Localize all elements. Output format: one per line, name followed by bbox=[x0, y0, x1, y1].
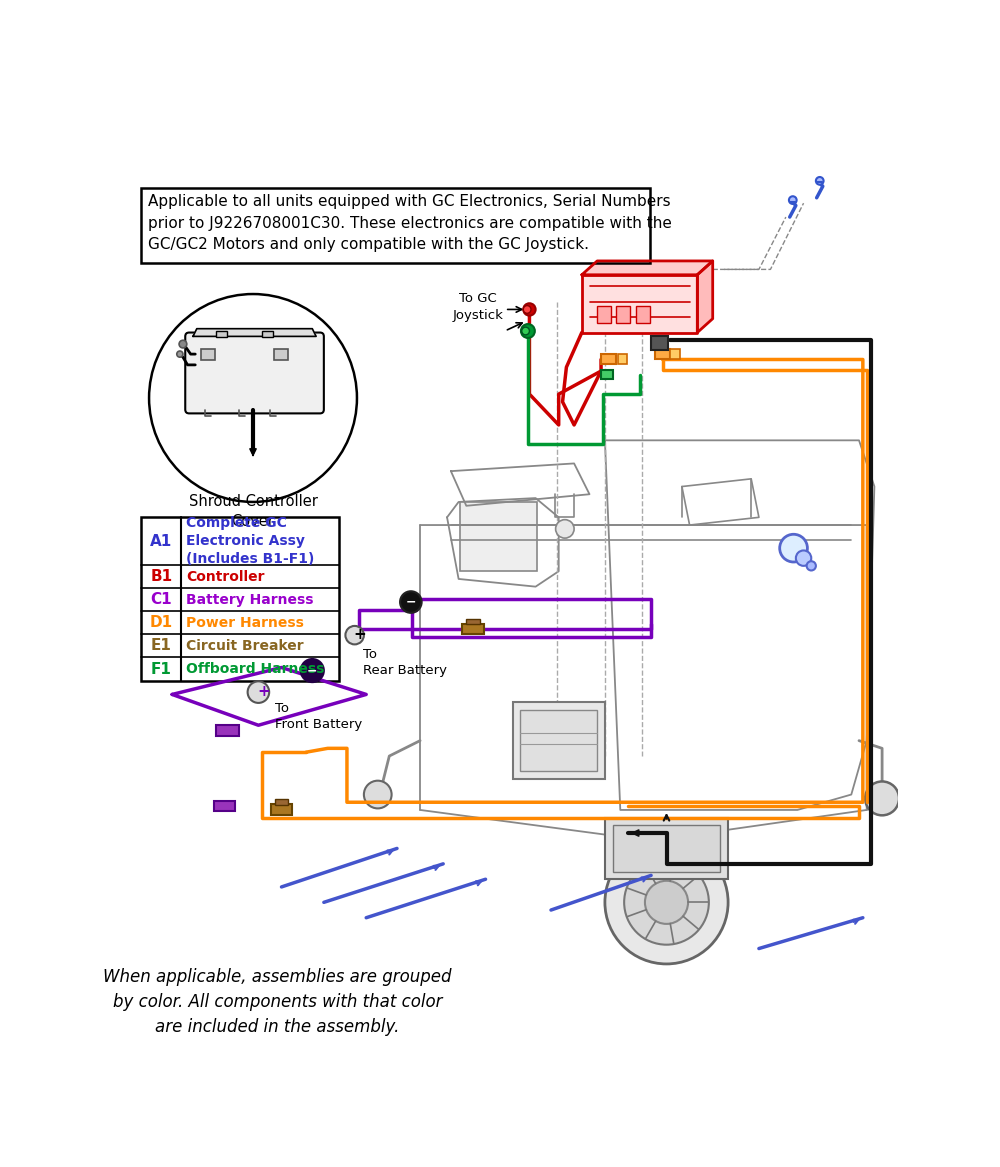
Text: Power Harness: Power Harness bbox=[186, 616, 304, 630]
Polygon shape bbox=[582, 274, 697, 333]
Circle shape bbox=[301, 659, 324, 683]
Text: +: + bbox=[354, 627, 366, 642]
Circle shape bbox=[345, 626, 364, 644]
Circle shape bbox=[624, 860, 709, 945]
Circle shape bbox=[522, 327, 529, 335]
Polygon shape bbox=[193, 329, 316, 336]
Polygon shape bbox=[582, 261, 713, 274]
Bar bbox=[512, 703, 605, 780]
Bar bbox=[613, 825, 720, 872]
Circle shape bbox=[789, 196, 797, 204]
Text: Shroud Controller
Cover: Shroud Controller Cover bbox=[189, 495, 317, 529]
Bar bbox=[141, 188, 650, 264]
Bar bbox=[275, 799, 288, 805]
Circle shape bbox=[248, 682, 269, 703]
Bar bbox=[616, 306, 630, 322]
Circle shape bbox=[149, 294, 357, 502]
Bar bbox=[601, 370, 613, 379]
Circle shape bbox=[605, 840, 728, 964]
Bar bbox=[597, 306, 611, 322]
Bar bbox=[201, 349, 215, 361]
Bar bbox=[670, 349, 680, 359]
Bar bbox=[605, 818, 728, 879]
Text: +: + bbox=[257, 684, 270, 699]
Text: Controller: Controller bbox=[186, 569, 265, 584]
Bar bbox=[216, 331, 227, 337]
Bar bbox=[618, 354, 627, 364]
Bar bbox=[520, 710, 597, 771]
Text: F1: F1 bbox=[151, 662, 172, 677]
Text: −: − bbox=[307, 664, 318, 677]
Text: Battery Harness: Battery Harness bbox=[186, 593, 314, 607]
FancyBboxPatch shape bbox=[185, 333, 324, 413]
Bar bbox=[262, 331, 273, 337]
Text: When applicable, assemblies are grouped
by color. All components with that color: When applicable, assemblies are grouped … bbox=[103, 967, 452, 1036]
Circle shape bbox=[865, 782, 899, 816]
Circle shape bbox=[796, 551, 811, 566]
Circle shape bbox=[400, 592, 422, 613]
Bar bbox=[274, 349, 288, 361]
Text: A1: A1 bbox=[150, 533, 173, 548]
Circle shape bbox=[523, 306, 531, 313]
Bar bbox=[601, 354, 616, 364]
Bar bbox=[655, 349, 670, 359]
Text: Applicable to all units equipped with GC Electronics, Serial Numbers
prior to J9: Applicable to all units equipped with GC… bbox=[148, 194, 671, 252]
Bar bbox=[460, 502, 537, 571]
Circle shape bbox=[364, 781, 392, 809]
Text: C1: C1 bbox=[151, 592, 172, 607]
Text: To
Front Battery: To Front Battery bbox=[275, 703, 363, 732]
Text: B1: B1 bbox=[150, 569, 172, 585]
Bar bbox=[462, 623, 484, 635]
Circle shape bbox=[556, 519, 574, 538]
Bar bbox=[651, 336, 668, 350]
Text: To GC
Joystick: To GC Joystick bbox=[452, 293, 503, 321]
Text: Complete GC
Electronic Assy
(Includes B1-F1): Complete GC Electronic Assy (Includes B1… bbox=[186, 516, 314, 566]
Bar bbox=[636, 306, 650, 322]
Text: E1: E1 bbox=[151, 638, 172, 654]
Circle shape bbox=[521, 324, 535, 338]
Bar bbox=[141, 517, 339, 680]
Bar bbox=[466, 619, 480, 624]
Polygon shape bbox=[697, 261, 713, 333]
Circle shape bbox=[780, 534, 807, 562]
Bar bbox=[216, 725, 239, 736]
Circle shape bbox=[807, 561, 816, 571]
Circle shape bbox=[523, 303, 536, 315]
Text: −: − bbox=[406, 595, 416, 608]
Text: To
Rear Battery: To Rear Battery bbox=[363, 648, 447, 677]
Circle shape bbox=[816, 177, 824, 184]
Bar bbox=[271, 804, 292, 815]
Text: Offboard Harness: Offboard Harness bbox=[186, 662, 324, 676]
Bar bbox=[214, 801, 235, 811]
Text: Circuit Breaker: Circuit Breaker bbox=[186, 638, 304, 652]
Circle shape bbox=[179, 341, 187, 348]
Text: D1: D1 bbox=[150, 615, 173, 630]
Circle shape bbox=[645, 881, 688, 924]
Circle shape bbox=[177, 351, 183, 357]
